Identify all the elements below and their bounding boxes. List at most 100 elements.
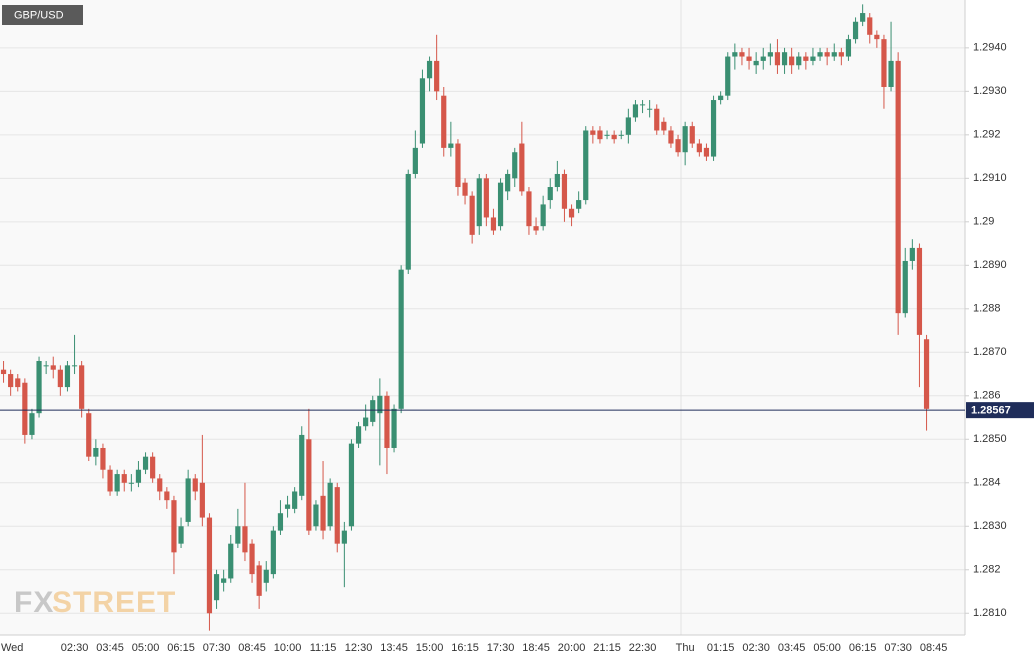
candle-body <box>185 478 191 522</box>
y-tick-label: 1.2850 <box>973 433 1007 445</box>
candle-body <box>377 395 383 414</box>
candle-body <box>142 456 149 470</box>
candle-body <box>299 434 305 496</box>
y-tick-label: 1.286 <box>973 390 1001 402</box>
candle-body <box>50 365 56 370</box>
candle-body <box>455 143 461 188</box>
candle-body <box>774 52 781 66</box>
candle-body <box>256 565 262 596</box>
candle-body <box>150 456 156 479</box>
candle-body <box>199 482 205 518</box>
candle-body <box>881 39 887 87</box>
candle-body <box>157 478 163 492</box>
candle-body <box>604 134 610 136</box>
candle-body <box>852 21 859 40</box>
y-tick-label: 1.2940 <box>973 42 1007 54</box>
candle-body <box>391 408 397 448</box>
last-price-label: 1.28567 <box>971 405 1011 417</box>
candle-body <box>810 56 816 61</box>
candle-body <box>476 178 482 227</box>
y-tick-label: 1.2810 <box>973 607 1007 619</box>
candle-body <box>675 139 681 153</box>
candle-body <box>923 339 930 409</box>
candle-body <box>803 56 809 61</box>
candle-body <box>902 260 908 314</box>
candle-body <box>334 487 340 544</box>
candle-body <box>398 269 404 409</box>
candle-body <box>363 417 369 427</box>
candle-body <box>639 104 646 106</box>
x-tick-label: 06:15 <box>167 642 195 654</box>
x-tick-label: 08:45 <box>238 642 266 654</box>
candle-body <box>512 152 518 179</box>
candle-body <box>611 134 617 140</box>
x-tick-label: 07:30 <box>884 642 912 654</box>
candle-body <box>718 95 724 101</box>
candle-body <box>71 365 78 367</box>
x-tick-label: 18:45 <box>522 642 550 654</box>
candle-body <box>576 200 582 209</box>
candle-body <box>355 426 362 444</box>
candle-body <box>64 365 71 388</box>
candle-body <box>526 191 532 227</box>
watermark-fx: FX <box>14 586 54 619</box>
candle-body <box>448 143 454 148</box>
candle-body <box>860 13 866 22</box>
y-tick-label: 1.2910 <box>973 172 1007 184</box>
candle-body <box>384 395 390 448</box>
candle-body <box>732 52 738 57</box>
x-tick-label: 08:45 <box>920 642 948 654</box>
candle-body <box>540 204 546 227</box>
x-tick-label: 20:00 <box>558 642 586 654</box>
x-tick-label: 11:15 <box>310 642 337 654</box>
candle-body <box>277 513 284 531</box>
candle-body <box>206 517 213 614</box>
candle-body <box>370 400 376 422</box>
candle-body <box>228 543 234 579</box>
candle-body <box>874 34 880 40</box>
x-tick-label: 07:30 <box>203 642 231 654</box>
candle-body <box>235 526 241 544</box>
candle-body <box>270 530 276 575</box>
x-tick-label: 01:15 <box>707 642 735 654</box>
y-tick-label: 1.2930 <box>973 85 1007 97</box>
candle-body <box>15 378 21 388</box>
candle-body <box>57 369 63 388</box>
candle-body <box>796 56 802 66</box>
candle-body <box>781 52 788 66</box>
candle-body <box>867 17 873 35</box>
candle-body <box>519 143 525 192</box>
x-tick-label: 21:15 <box>593 642 621 654</box>
x-tick-label: 05:00 <box>813 642 841 654</box>
candle-body <box>434 60 440 92</box>
x-tick-label: 12:30 <box>345 642 373 654</box>
overlay: 1.28567 <box>0 402 1034 419</box>
candle-body <box>100 447 106 470</box>
candle-body <box>760 56 766 61</box>
candle-body <box>86 413 92 457</box>
candle-body <box>292 491 298 509</box>
candle-body <box>618 134 624 136</box>
candle-body <box>831 52 837 57</box>
candle-body <box>739 52 745 57</box>
plot-area <box>0 0 965 635</box>
candles <box>0 4 930 631</box>
candle-body <box>320 495 326 531</box>
candle-body <box>462 182 468 196</box>
candle-body <box>306 439 312 531</box>
y-tick-label: 1.288 <box>973 303 1001 315</box>
y-tick-label: 1.2890 <box>973 259 1007 271</box>
candle-body <box>753 60 759 66</box>
candle-body <box>79 365 85 409</box>
y-tick-label: 1.284 <box>973 477 1001 489</box>
candle-body <box>192 478 198 492</box>
candle-body <box>789 56 795 66</box>
candle-body <box>419 78 426 144</box>
candle-body <box>426 60 433 79</box>
candle-body <box>725 56 731 96</box>
candle-body <box>895 60 901 314</box>
candle-body <box>583 130 589 201</box>
candle-body <box>845 39 852 57</box>
